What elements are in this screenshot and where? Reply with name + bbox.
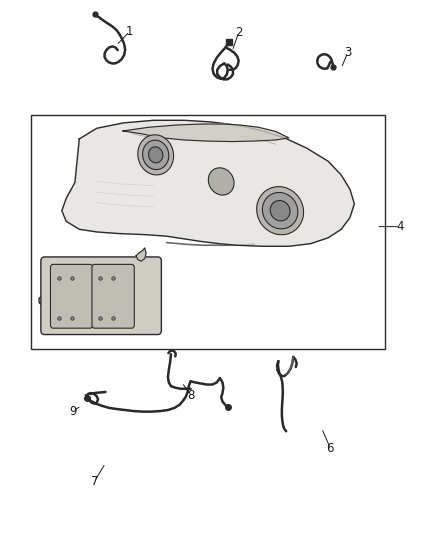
Text: 6: 6 (327, 442, 334, 455)
Text: 3: 3 (344, 46, 351, 59)
Text: 2: 2 (235, 26, 242, 39)
Text: 9: 9 (69, 405, 77, 417)
Ellipse shape (257, 187, 304, 235)
FancyBboxPatch shape (50, 264, 93, 328)
Text: 8: 8 (187, 389, 194, 402)
Polygon shape (123, 124, 289, 142)
Ellipse shape (138, 135, 173, 175)
Ellipse shape (148, 147, 163, 163)
Text: 7: 7 (91, 475, 98, 488)
Bar (31, 115, 385, 349)
Ellipse shape (270, 200, 290, 221)
Ellipse shape (142, 140, 169, 169)
Ellipse shape (262, 192, 298, 229)
Text: 4: 4 (396, 220, 404, 233)
Text: 1: 1 (126, 25, 133, 38)
FancyBboxPatch shape (41, 257, 161, 335)
Polygon shape (136, 248, 146, 261)
Ellipse shape (208, 168, 234, 195)
Text: 5: 5 (82, 308, 89, 321)
Polygon shape (62, 120, 354, 246)
FancyBboxPatch shape (92, 264, 134, 328)
